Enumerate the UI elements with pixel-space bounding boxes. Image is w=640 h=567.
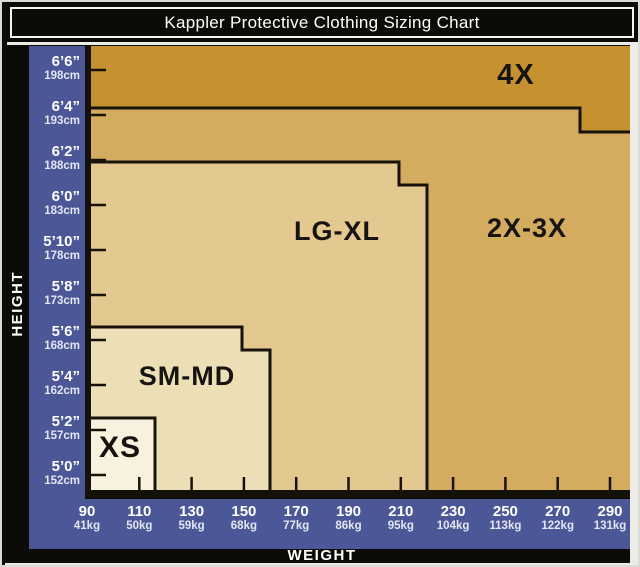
- weight-tick-label: 130 59kg: [178, 503, 205, 532]
- height-tick-label: 6’4” 193cm: [44, 98, 80, 128]
- weight-tick-label: 170 77kg: [283, 503, 310, 532]
- divider-top: [7, 42, 637, 45]
- region-label-lg-xl: LG-XL: [294, 216, 380, 246]
- x-axis-line: [85, 490, 630, 496]
- height-tick-label: 5’6” 168cm: [44, 323, 80, 353]
- region-label-sm-md: SM-MD: [139, 361, 235, 391]
- divider-bottom: [5, 563, 638, 565]
- weight-tick-label: 110 50kg: [126, 503, 153, 532]
- weight-tick-label: 210 95kg: [387, 503, 414, 532]
- y-axis-title: HEIGHT: [8, 271, 26, 337]
- y-axis-title-bar: HEIGHT: [5, 45, 29, 563]
- chart-title: Kappler Protective Clothing Sizing Chart: [164, 12, 480, 32]
- weight-tick-label: 150 68kg: [230, 503, 257, 532]
- weight-tick-label: 250 113kg: [489, 503, 522, 532]
- y-axis-band: [29, 46, 85, 549]
- weight-tick-label: 90 41kg: [73, 503, 101, 532]
- height-tick-label: 6’2” 188cm: [44, 143, 80, 173]
- plot-area: XS SM-MD LG-XL 2X-3X 4X: [85, 46, 630, 498]
- tick-marks: [85, 68, 612, 498]
- weight-tick-label: 190 86kg: [335, 503, 362, 532]
- region-label-4x: 4X: [497, 59, 534, 91]
- height-tick-label: 5’0” 152cm: [44, 458, 80, 488]
- title-bar: Kappler Protective Clothing Sizing Chart: [10, 7, 634, 38]
- height-tick-label: 6’0” 183cm: [44, 188, 80, 218]
- weight-tick-label: 230 104kg: [436, 503, 470, 532]
- height-tick-label: 5’10” 178cm: [43, 233, 80, 263]
- x-axis-title: WEIGHT: [287, 546, 357, 564]
- y-axis-line: [85, 46, 91, 496]
- y-tick-labels: 6’6” 198cm 6’4” 193cm 6’2” 188cm 6’0” 183cm 5’10…: [29, 46, 85, 549]
- divider-right: [630, 42, 638, 564]
- x-axis-title-bar: WEIGHT: [5, 546, 638, 564]
- region-label-xs: XS: [99, 431, 141, 464]
- height-tick-label: 5’4” 162cm: [44, 368, 80, 398]
- weight-tick-label: 290 131kg: [593, 503, 627, 532]
- height-tick-label: 6’6” 198cm: [44, 53, 80, 83]
- x-axis-band: [29, 499, 630, 549]
- height-tick-label: 5’8” 173cm: [44, 278, 80, 308]
- region-label-2x-3x: 2X-3X: [487, 213, 567, 243]
- x-tick-labels: 90 41kg 110 50kg 130 59kg 150 68kg 170 77kg 190 86k…: [29, 499, 630, 549]
- height-tick-label: 5’2” 157cm: [44, 413, 80, 443]
- weight-tick-label: 270 122kg: [541, 503, 574, 532]
